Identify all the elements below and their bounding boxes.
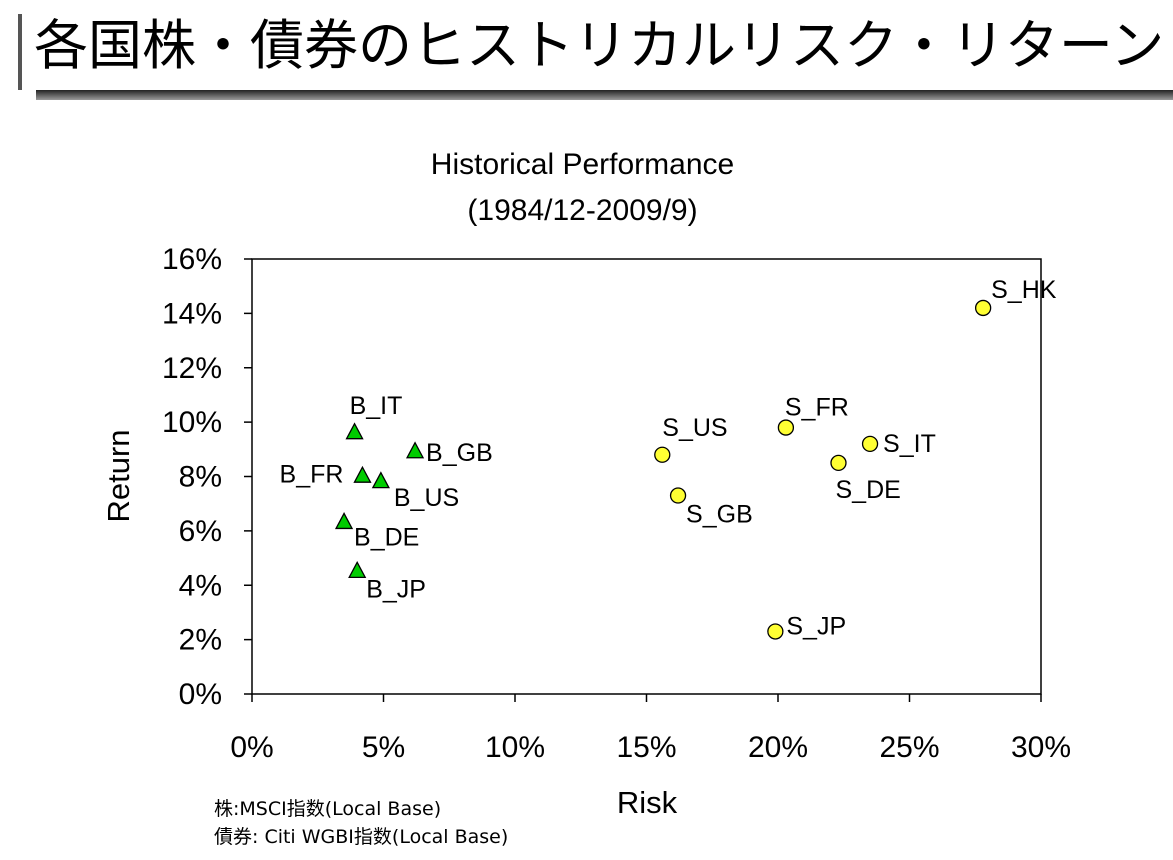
point-label-s_us: S_US <box>662 414 727 442</box>
bond-point-b_fr <box>353 465 372 483</box>
y-tick-label: 16% <box>162 243 222 276</box>
x-tick-label: 15% <box>616 731 676 764</box>
point-label-b_de: B_DE <box>354 524 419 552</box>
point-label-s_it: S_IT <box>883 430 936 458</box>
title-underline-band <box>36 90 1173 100</box>
x-tick-label: 10% <box>485 731 545 764</box>
bond-point-b_us <box>371 471 390 489</box>
point-label-s_de: S_DE <box>835 476 900 504</box>
point-label-b_it: B_IT <box>350 392 403 420</box>
x-tick-label: 30% <box>1011 731 1071 764</box>
stock-point-s_us <box>654 446 671 463</box>
chart-marks: S_HK S_FR S_IT S_US S_DE S_GB S_JP B_IT B_GB B_FR… <box>280 276 1057 641</box>
y-tick-label: 14% <box>162 297 222 330</box>
stock-point-s_hk <box>974 299 992 317</box>
y-tick-label: 10% <box>162 406 222 439</box>
stock-point-s_it <box>861 435 879 453</box>
point-label-b_fr: B_FR <box>280 461 344 489</box>
x-axis-label: Risk <box>617 785 678 820</box>
plot-frame <box>251 258 1042 695</box>
y-tick-label: 12% <box>162 352 222 385</box>
point-label-s_gb: S_GB <box>686 501 753 529</box>
y-tick-label: 8% <box>179 461 222 494</box>
point-label-b_jp: B_JP <box>366 576 426 604</box>
point-label-s_fr: S_FR <box>785 394 849 422</box>
bond-point-b_de <box>334 512 354 530</box>
y-tick-label: 2% <box>179 624 222 657</box>
footnote-stock: 株:MSCI指数(Local Base) <box>214 798 442 820</box>
y-tick-label: 6% <box>179 515 222 548</box>
y-axis-label: Return <box>101 429 136 522</box>
page-title: 各国株・債券のヒストリカルリスク・リターン <box>34 14 1165 77</box>
stock-point-s_jp <box>767 623 784 640</box>
footnote-bond: 債券: Citi WGBI指数(Local Base) <box>214 826 509 848</box>
x-tick-label: 20% <box>748 731 808 764</box>
x-tick-label: 0% <box>230 731 273 764</box>
point-label-s_jp: S_JP <box>786 612 846 640</box>
bond-point-b_it <box>345 422 364 440</box>
bond-point-b_jp <box>348 560 367 579</box>
bond-point-b_gb <box>405 441 425 459</box>
stock-point-s_de <box>830 454 847 472</box>
title-accent-line <box>18 14 22 90</box>
stock-point-s_gb <box>669 487 687 504</box>
point-label-s_hk: S_HK <box>991 276 1057 304</box>
x-tick-label: 5% <box>362 731 405 764</box>
point-label-b_gb: B_GB <box>426 439 493 467</box>
y-tick-label: 0% <box>179 678 222 711</box>
title-bar <box>18 0 1173 100</box>
y-tick-label: 4% <box>179 569 222 602</box>
x-tick-label: 25% <box>879 731 939 764</box>
plot-area: 0% 2% 4% 6% 8% 10% 12% 14% 16% 0% 5% 10% 15% 20% 25% 30… <box>101 243 1071 820</box>
stock-point-s_fr <box>777 419 795 436</box>
chart-subtitle: (1984/12-2009/9) <box>467 194 698 227</box>
point-label-b_us: B_US <box>394 484 459 512</box>
chart-title: Historical Performance <box>430 148 735 181</box>
